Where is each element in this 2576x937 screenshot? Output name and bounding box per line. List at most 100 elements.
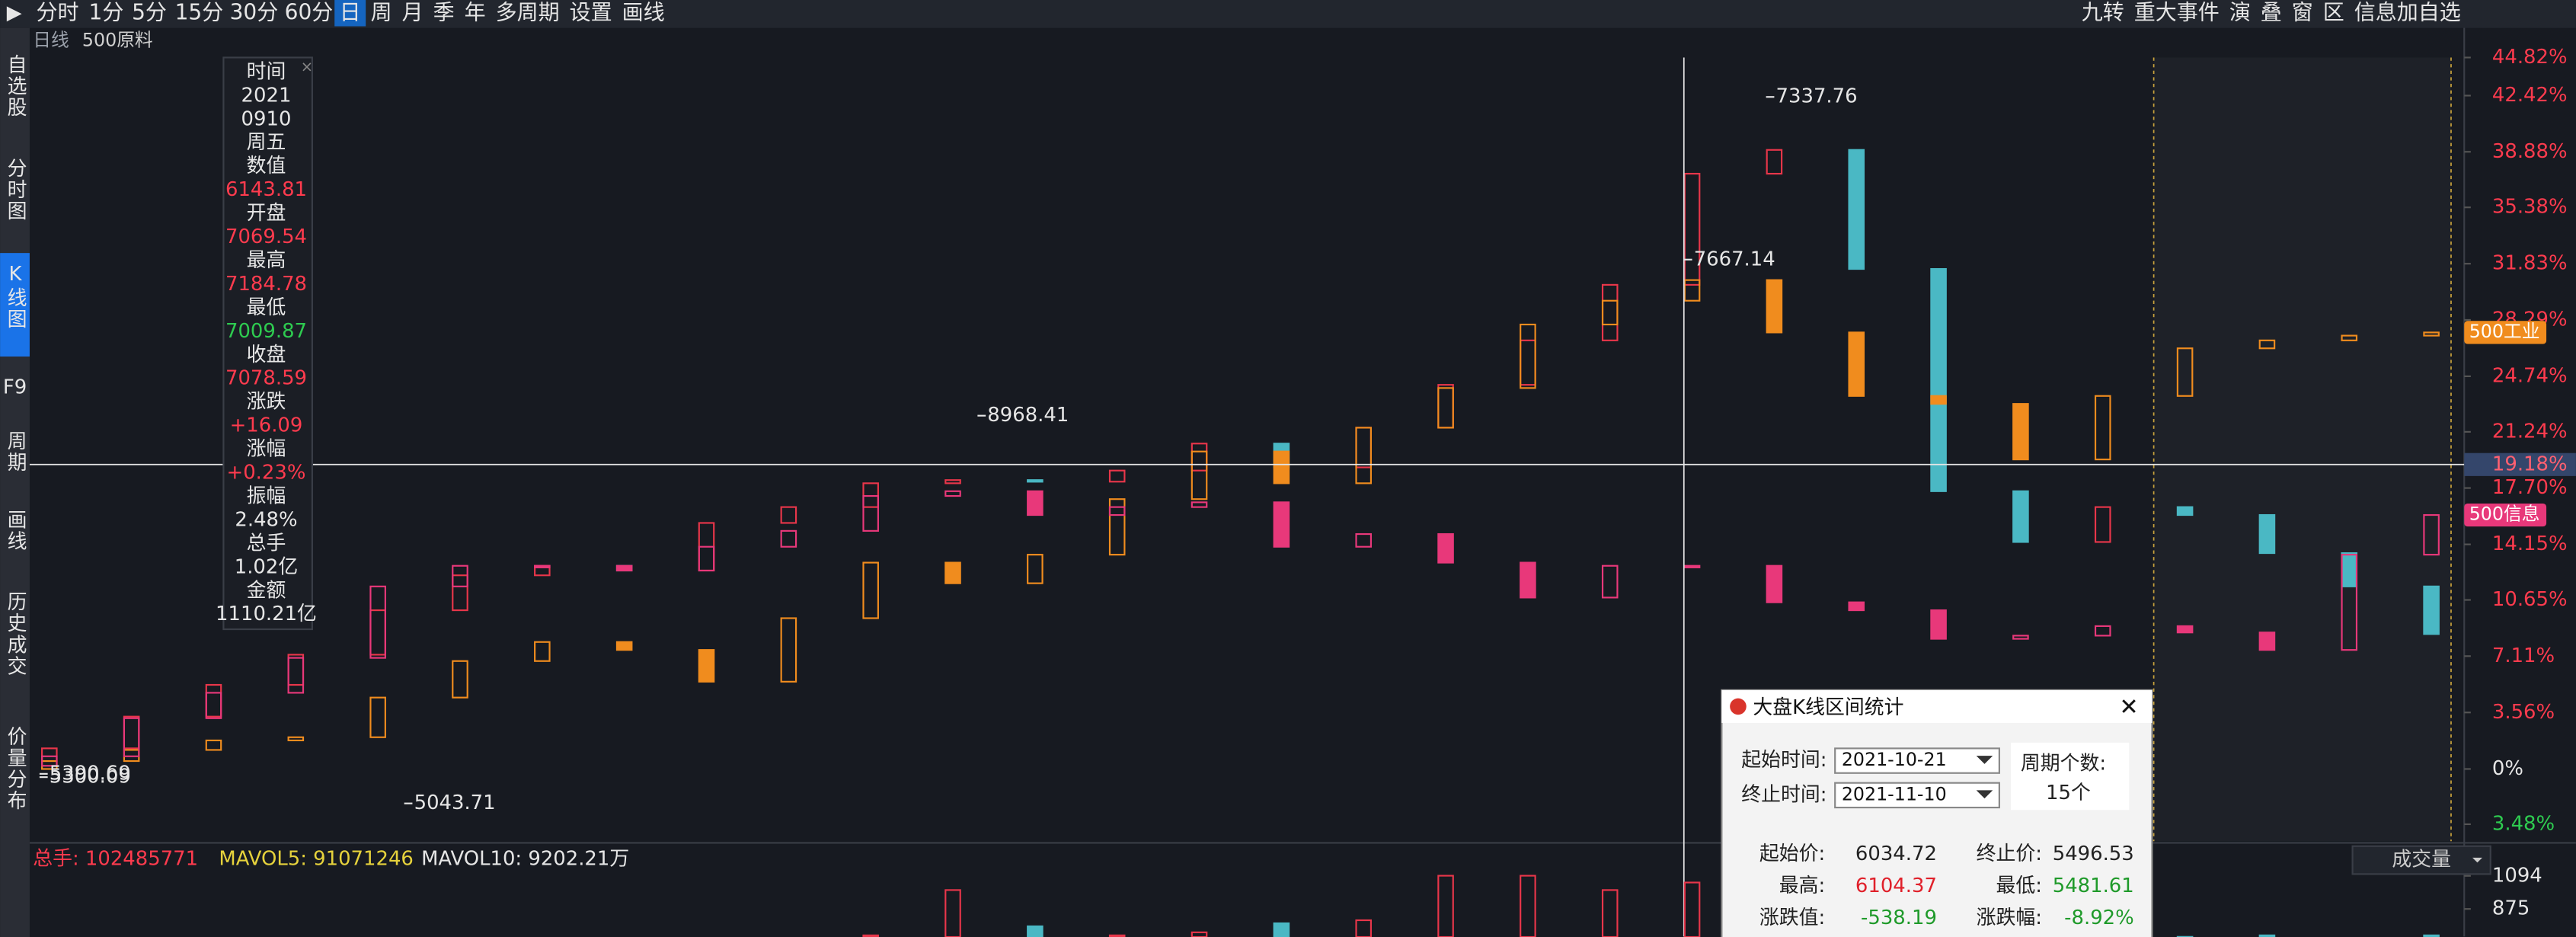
candle xyxy=(1930,609,1947,640)
volume-bar xyxy=(2258,934,2276,937)
info-label: 总手 xyxy=(247,532,286,555)
side-tab[interactable]: 历史成交 xyxy=(4,591,27,676)
tool-button[interactable]: 演 xyxy=(2229,0,2251,24)
period-tab[interactable]: 60分 xyxy=(285,0,334,24)
info-value: 0910 xyxy=(241,107,292,130)
candle xyxy=(123,717,140,757)
volume-dropdown[interactable] xyxy=(2351,845,2491,875)
period-tab[interactable]: 多周期 xyxy=(496,0,560,24)
y-tick-label: 7.11% xyxy=(2492,644,2555,667)
period-tab[interactable]: 日 xyxy=(340,0,361,24)
candle xyxy=(1848,149,1865,270)
info-value: 7078.59 xyxy=(225,367,307,390)
candle xyxy=(369,585,386,659)
info-value: 1110.21亿 xyxy=(216,603,317,625)
volume-legend: MAVOL5: 91071246 xyxy=(219,847,414,870)
volume-legend: 总手: 102485771 xyxy=(33,847,198,870)
candle xyxy=(534,564,551,568)
series-tag: 500工业 xyxy=(2469,321,2540,342)
y-tick-label: 44.82% xyxy=(2492,46,2568,69)
period-tab[interactable]: 月 xyxy=(402,0,423,24)
stat-label: 最高: xyxy=(1779,875,1825,897)
tool-button[interactable]: 九转 xyxy=(2082,0,2124,24)
candle xyxy=(698,649,715,683)
candle xyxy=(452,564,468,587)
candle xyxy=(2423,331,2440,337)
info-value: 2.48% xyxy=(235,508,297,531)
tool-button[interactable]: 信息加自选 xyxy=(2354,0,2461,24)
stat-value: 6034.72 xyxy=(1855,843,1937,865)
period-tab[interactable]: 画线 xyxy=(622,0,665,24)
dialog-titlebar xyxy=(1721,689,2153,723)
candle xyxy=(1027,554,1044,584)
period-tab[interactable]: 15分 xyxy=(175,0,224,24)
candle xyxy=(1601,283,1619,341)
date-value: 2021-10-21 xyxy=(1842,749,1947,770)
toolbar-icon[interactable]: ▶ xyxy=(7,2,22,24)
candle xyxy=(1355,427,1372,469)
price-label: 5043.71 xyxy=(414,791,496,814)
side-tab[interactable]: 画线 xyxy=(4,510,27,552)
volume-bar xyxy=(944,889,961,937)
candle xyxy=(780,506,797,524)
candle xyxy=(1520,561,1536,599)
date-select[interactable] xyxy=(1834,747,2000,774)
stat-label: 终止价: xyxy=(1977,843,2042,865)
candle xyxy=(369,696,386,738)
price-label: 5300.09 xyxy=(50,766,131,788)
side-tab[interactable]: 周期 xyxy=(4,430,27,473)
period-tab[interactable]: 1分 xyxy=(89,0,124,24)
stat-value: 5496.53 xyxy=(2053,843,2134,865)
tool-button[interactable]: 重大事件 xyxy=(2134,0,2220,24)
candle xyxy=(1355,427,1372,484)
active-period-bg xyxy=(334,0,366,27)
y-tick-label: 0% xyxy=(2492,757,2523,780)
date-value: 2021-11-10 xyxy=(1842,783,1947,804)
date-select[interactable] xyxy=(1834,782,2000,809)
tool-button[interactable]: 叠 xyxy=(2261,0,2282,24)
stat-value: -538.19 xyxy=(1861,907,1937,929)
info-value: 7184.78 xyxy=(225,273,307,296)
candle xyxy=(1520,339,1536,386)
candle xyxy=(2176,625,2194,634)
volume-tick-label: 875 xyxy=(2492,897,2530,920)
info-label: 金额 xyxy=(247,579,286,602)
volume-bar xyxy=(1520,875,1536,937)
period-tab[interactable]: 5分 xyxy=(132,0,167,24)
side-tab[interactable]: 分时图 xyxy=(4,158,27,222)
tool-button[interactable]: 窗 xyxy=(2292,0,2313,24)
candle xyxy=(1766,564,1783,603)
volume-bar xyxy=(1191,931,1208,937)
period-tab[interactable]: 30分 xyxy=(230,0,279,24)
candle xyxy=(2012,635,2029,640)
candle xyxy=(2012,403,2029,461)
period-tab[interactable]: 设置 xyxy=(570,0,612,24)
side-tab[interactable]: 自选股 xyxy=(4,54,27,118)
candle xyxy=(123,715,140,750)
period-tab[interactable]: 周 xyxy=(371,0,392,24)
side-tab[interactable]: 价量分布 xyxy=(4,726,27,811)
period-tab[interactable]: 分时 xyxy=(37,0,79,24)
candle xyxy=(2012,490,2029,543)
stat-label: 涨跌值: xyxy=(1759,907,1825,929)
info-value: 6143.81 xyxy=(225,178,307,201)
candle xyxy=(944,561,961,584)
candle xyxy=(1766,279,1783,334)
dialog-close[interactable]: ✕ xyxy=(2119,694,2138,721)
tool-button[interactable]: 区 xyxy=(2323,0,2344,24)
side-tab[interactable]: K线图 xyxy=(4,263,27,330)
period-tab[interactable]: 年 xyxy=(465,0,486,24)
volume-bar xyxy=(1601,889,1619,937)
side-tab[interactable]: F9 xyxy=(3,376,27,398)
volume-legend: MAVOL10: 9202.21万 xyxy=(421,847,629,870)
info-label: 收盘 xyxy=(247,344,286,366)
candle xyxy=(287,654,305,686)
candle xyxy=(2341,334,2358,341)
active-side-bg xyxy=(0,253,30,357)
period-tab[interactable]: 季 xyxy=(433,0,455,24)
candle xyxy=(41,755,58,767)
volume-tick-label: 1094 xyxy=(2492,864,2542,887)
candle xyxy=(1683,564,1701,568)
panel-close: × xyxy=(301,58,313,75)
